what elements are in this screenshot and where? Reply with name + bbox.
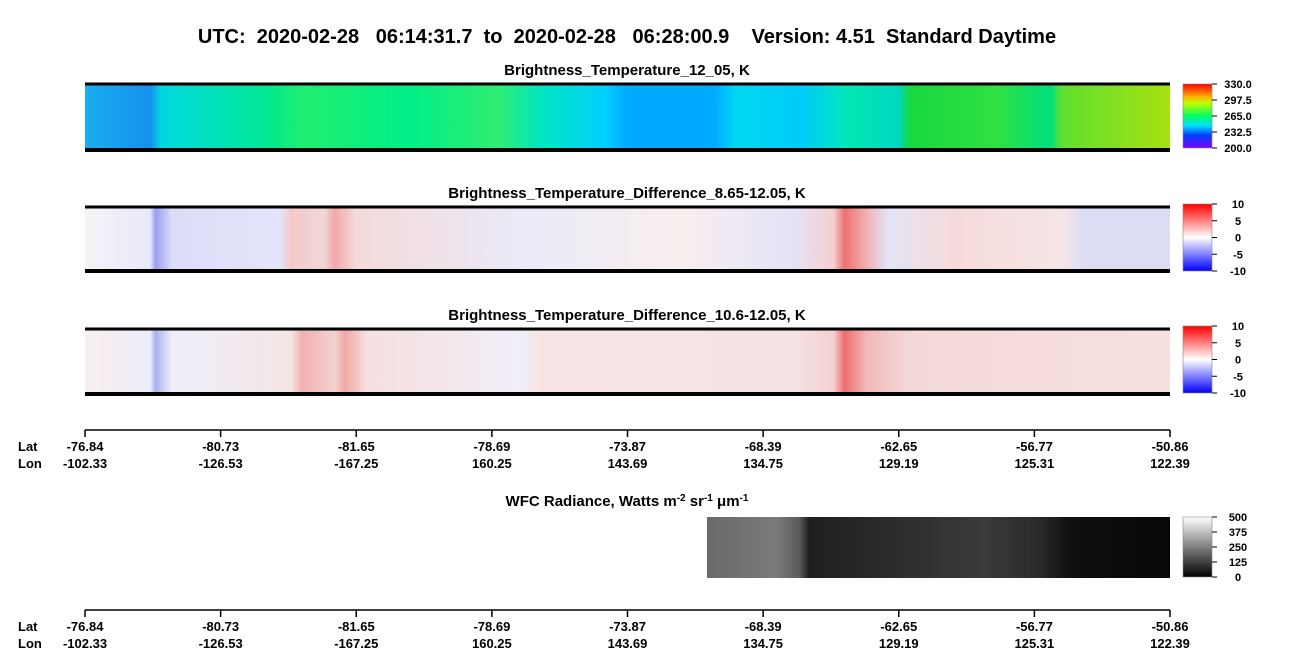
lat-tick-label: -50.86: [1152, 439, 1189, 454]
lon-tick-label: -126.53: [199, 456, 243, 471]
colorbar-tick-label: 500: [1229, 512, 1247, 524]
colorbar-tick-label: 10: [1232, 199, 1244, 211]
panel-title: Brightness_Temperature_Difference_10.6-1…: [448, 307, 806, 324]
lon-tick-label: -167.25: [334, 636, 378, 651]
heatmap-strip: [85, 329, 1170, 394]
colorbar-tick-label: -5: [1233, 371, 1243, 383]
lat-tick-label: -76.84: [67, 439, 105, 454]
lat-tick-label: -73.87: [609, 619, 646, 634]
lat-tick-label: -62.65: [880, 619, 917, 634]
colorbar-tick-label: 232.5: [1224, 127, 1252, 139]
title-part: WFC Radiance, Watts m: [506, 493, 677, 510]
lat-tick-label: -68.39: [745, 439, 782, 454]
page-title: UTC: 2020-02-28 06:14:31.7 to 2020-02-28…: [198, 26, 1056, 48]
panel-title: Brightness_Temperature_Difference_8.65-1…: [448, 185, 806, 202]
title-part: sr: [686, 493, 705, 510]
colorbar-tick-label: 330.0: [1224, 79, 1252, 91]
lat-tick-label: -56.77: [1016, 439, 1053, 454]
title-part: -1: [740, 493, 749, 504]
lon-tick-label: 122.39: [1150, 456, 1190, 471]
lat-tick-label: -62.65: [880, 439, 917, 454]
colorbar-tick-label: 0: [1235, 572, 1241, 584]
title-part: -1: [704, 493, 713, 504]
colorbar: [1182, 203, 1213, 272]
colorbar: [1182, 83, 1213, 149]
lat-tick-label: -80.73: [202, 619, 239, 634]
heatmap-strip: [85, 207, 1170, 271]
lat-tick-label: -80.73: [202, 439, 239, 454]
colorbar-tick-label: 5: [1235, 338, 1241, 350]
colorbar: [1182, 516, 1213, 578]
lat-tick-label: -78.69: [473, 439, 510, 454]
colorbar-tick-label: 200.0: [1224, 143, 1252, 155]
colorbar-tick-label: 125: [1229, 557, 1247, 569]
colorbar-tick-label: -10: [1230, 266, 1246, 278]
heatmap-strip: [707, 517, 1170, 578]
lat-tick-label: -50.86: [1152, 619, 1189, 634]
lat-tick-label: -78.69: [473, 619, 510, 634]
lon-tick-label: 160.25: [472, 456, 512, 471]
lat-tick-label: -76.84: [67, 619, 105, 634]
panel-title: WFC Radiance, Watts m-2 sr-1 μm-1: [506, 493, 749, 511]
colorbar-tick-label: 0: [1235, 355, 1241, 367]
axis-row-label: Lat: [18, 619, 38, 634]
lat-tick-label: -56.77: [1016, 619, 1053, 634]
colorbar-tick-label: 375: [1229, 527, 1247, 539]
colorbar-tick-label: 5: [1235, 216, 1241, 228]
colorbar-tick-label: 265.0: [1224, 111, 1252, 123]
lon-tick-label: -102.33: [63, 636, 107, 651]
axis-row-label: Lon: [18, 456, 42, 471]
title-part: -2: [677, 493, 686, 504]
panel-title: Brightness_Temperature_12_05, K: [504, 62, 750, 79]
axis-row-label: Lon: [18, 636, 42, 651]
lon-tick-label: 160.25: [472, 636, 512, 651]
lon-tick-label: 125.31: [1014, 636, 1054, 651]
colorbar-tick-label: 0: [1235, 233, 1241, 245]
lon-tick-label: 125.31: [1014, 456, 1054, 471]
colorbar: [1182, 325, 1213, 394]
lon-tick-label: 129.19: [879, 636, 919, 651]
lon-tick-label: 143.69: [608, 456, 648, 471]
lat-tick-label: -73.87: [609, 439, 646, 454]
colorbar-tick-label: 250: [1229, 542, 1247, 554]
colorbar-tick-label: 297.5: [1224, 95, 1252, 107]
lon-tick-label: 129.19: [879, 456, 919, 471]
colorbar-tick-label: -10: [1230, 388, 1246, 400]
lat-tick-label: -68.39: [745, 619, 782, 634]
title-part: μm: [713, 493, 740, 510]
lat-tick-label: -81.65: [338, 619, 375, 634]
lon-tick-label: -126.53: [199, 636, 243, 651]
lon-tick-label: 143.69: [608, 636, 648, 651]
colorbar-tick-label: -5: [1233, 249, 1243, 261]
heatmap-strip: [85, 84, 1170, 150]
axis-row-label: Lat: [18, 439, 38, 454]
lon-tick-label: 134.75: [743, 456, 783, 471]
lon-tick-label: 134.75: [743, 636, 783, 651]
lon-tick-label: 122.39: [1150, 636, 1190, 651]
lat-tick-label: -81.65: [338, 439, 375, 454]
colorbar-tick-label: 10: [1232, 321, 1244, 333]
lon-tick-label: -102.33: [63, 456, 107, 471]
lon-tick-label: -167.25: [334, 456, 378, 471]
